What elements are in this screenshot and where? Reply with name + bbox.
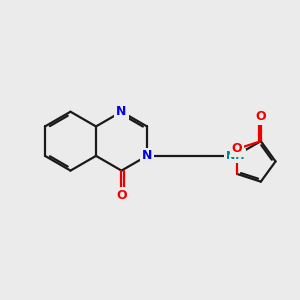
- Text: N: N: [142, 149, 152, 162]
- Text: O: O: [256, 110, 266, 123]
- Text: NH: NH: [226, 151, 244, 161]
- Text: N: N: [116, 105, 127, 118]
- Text: O: O: [116, 189, 127, 202]
- Text: O: O: [232, 142, 242, 155]
